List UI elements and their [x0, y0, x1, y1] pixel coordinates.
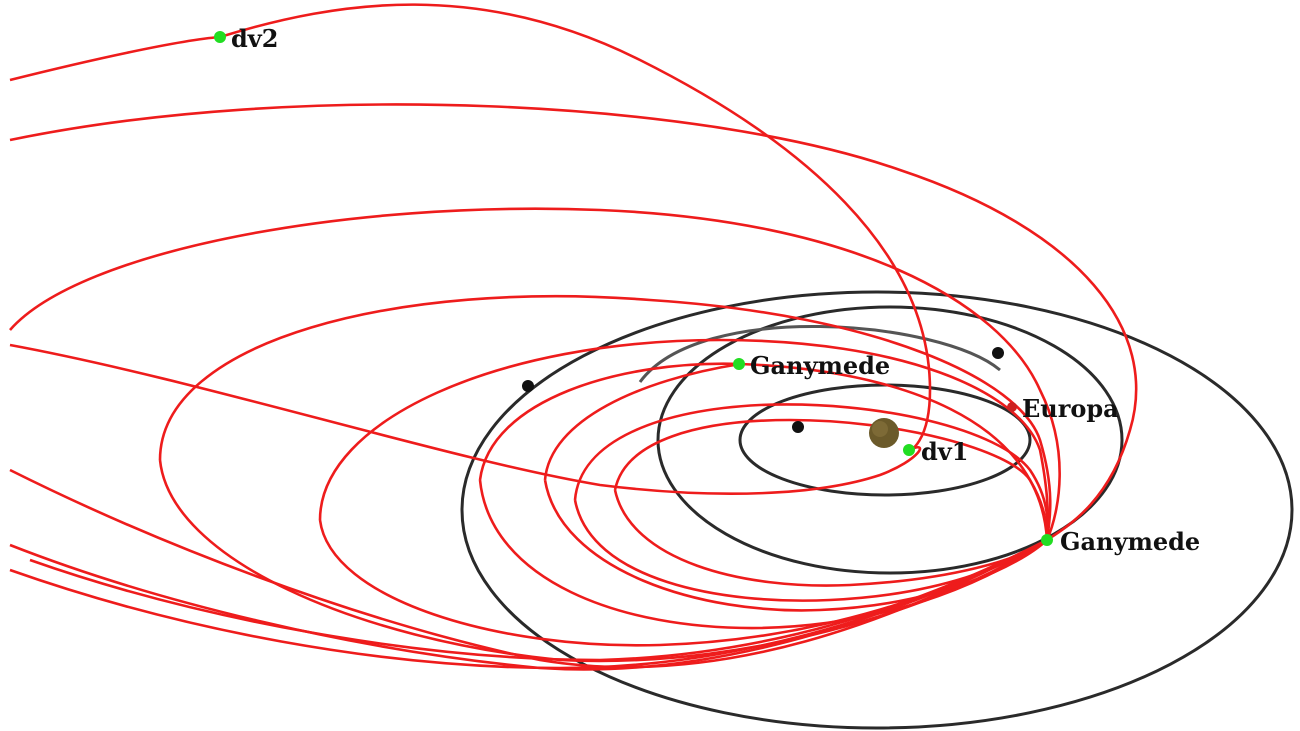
- trajectory-outer-loop: [9, 103, 1138, 542]
- label-dv1: dv1: [921, 437, 968, 466]
- orbit-europa: [656, 305, 1124, 575]
- trajectory-ellipse-3-return: [318, 519, 1048, 647]
- trajectory-lower-1: [9, 468, 1048, 669]
- trajectory-dv2-loop: [9, 3, 932, 453]
- event-marker-ganymede-bottom: [1041, 534, 1053, 546]
- trajectory-ellipse-3: [318, 338, 1050, 541]
- label-dv2: dv2: [231, 24, 278, 53]
- trajectory-wide-ellipse: [9, 207, 1061, 541]
- label-europa: Europa: [1022, 394, 1119, 423]
- trajectory-ellipse-4-return: [478, 479, 1048, 630]
- orbit-callisto-arc: [638, 324, 1001, 383]
- trajectory-lower-3: [9, 538, 1048, 670]
- trajectory-ellipse-6: [573, 403, 1049, 541]
- label-ganymede-bottom: Ganymede: [1060, 527, 1200, 556]
- label-ganymede-top: Ganymede: [750, 351, 890, 380]
- event-marker-dv1: [903, 444, 915, 456]
- moon-ganymede-position: [992, 347, 1004, 359]
- trajectory-lower-2: [9, 538, 1048, 671]
- orbit-ganymede: [460, 290, 1294, 730]
- trajectory-ellipse-5: [543, 362, 1048, 612]
- trajectory-lower-4: [29, 538, 1048, 662]
- moon-europa-position: [1007, 402, 1017, 412]
- trajectories: [9, 3, 1138, 671]
- trajectory-inner-transfer: [9, 343, 922, 496]
- moon-io-position: [792, 421, 804, 433]
- moon-callisto-position: [522, 380, 534, 392]
- jupiter-highlight: [872, 421, 888, 437]
- event-marker-dv2: [214, 31, 226, 43]
- moon-orbits: [460, 290, 1294, 730]
- event-marker-ganymede-top: [733, 358, 745, 370]
- trajectory-ellipse-2: [158, 294, 1052, 541]
